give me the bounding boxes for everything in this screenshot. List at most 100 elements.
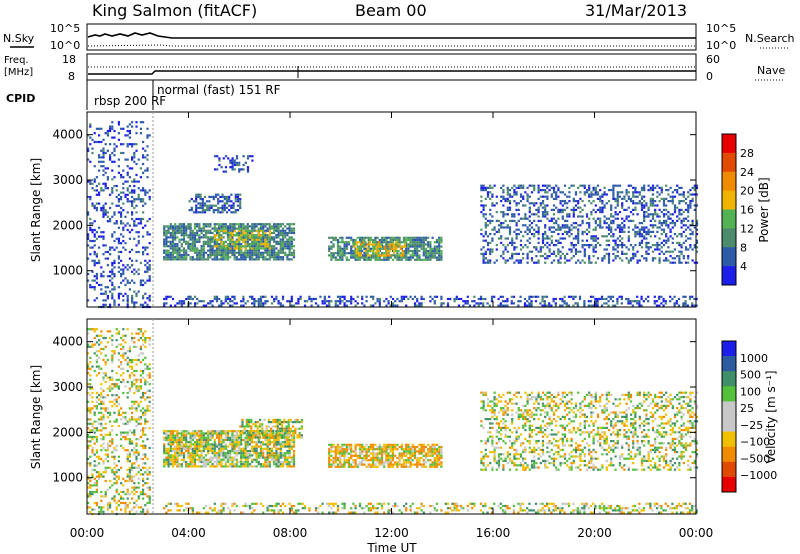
echo-cell xyxy=(422,247,425,250)
echo-cell xyxy=(360,252,363,255)
echo-cell xyxy=(270,253,274,257)
echo-cell xyxy=(180,229,183,232)
echo-cell xyxy=(279,245,282,248)
echo-cell xyxy=(471,300,474,303)
echo-cell xyxy=(224,227,227,230)
echo-cell xyxy=(264,232,267,235)
echo-cell xyxy=(111,376,114,379)
echo-cell xyxy=(89,356,92,359)
echo-cell xyxy=(171,242,175,246)
echo-cell xyxy=(431,247,434,250)
echo-cell xyxy=(239,198,242,201)
echo-cell xyxy=(246,256,249,259)
echo-cell xyxy=(106,250,109,254)
echo-cell xyxy=(673,206,677,209)
echo-cell xyxy=(684,239,688,242)
echo-cell xyxy=(358,236,362,239)
echo-cell xyxy=(122,187,125,190)
echo-cell xyxy=(207,240,210,243)
echo-cell xyxy=(180,441,183,444)
echo-cell xyxy=(259,245,263,248)
echo-cell xyxy=(189,223,192,226)
echo-cell xyxy=(363,304,366,307)
echo-cell xyxy=(645,215,648,218)
echo-cell xyxy=(541,237,545,240)
echo-cell xyxy=(484,224,487,227)
echo-cell xyxy=(510,295,513,298)
echo-cell xyxy=(508,226,512,229)
echo-cell xyxy=(111,343,114,346)
echo-cell xyxy=(193,223,197,226)
echo-cell xyxy=(248,258,252,261)
echo-cell xyxy=(142,477,145,480)
echo-cell xyxy=(583,191,586,194)
echo-cell xyxy=(102,169,105,172)
echo-cell xyxy=(371,250,374,253)
echo-cell xyxy=(246,229,250,233)
echo-cell xyxy=(124,449,127,452)
echo-cell xyxy=(115,372,118,375)
echo-cell xyxy=(409,236,412,239)
echo-cell xyxy=(360,247,363,250)
echo-cell xyxy=(266,240,269,244)
echo-cell xyxy=(200,251,203,254)
echo-cell xyxy=(479,297,483,301)
echo-cell xyxy=(377,243,380,246)
echo-cell xyxy=(225,198,229,201)
echo-cell xyxy=(208,206,211,209)
echo-cell xyxy=(508,233,512,236)
echo-cell xyxy=(411,241,414,244)
echo-cell xyxy=(352,252,355,255)
echo-cell xyxy=(530,300,533,303)
echo-cell xyxy=(673,257,677,260)
echo-cell xyxy=(133,429,136,432)
echo-cell xyxy=(242,256,245,259)
echo-cell xyxy=(176,247,179,250)
echo-cell xyxy=(203,202,207,205)
echo-cell xyxy=(189,297,192,301)
echo-cell xyxy=(131,299,134,302)
echo-cell xyxy=(233,245,236,248)
echo-cell xyxy=(675,300,678,303)
echo-cell xyxy=(126,158,129,161)
echo-cell xyxy=(561,224,564,227)
echo-cell xyxy=(182,445,186,448)
echo-cell xyxy=(281,234,285,237)
echo-cell xyxy=(489,197,492,200)
echo-cell xyxy=(563,219,567,222)
echo-cell xyxy=(559,226,562,229)
echo-cell xyxy=(146,495,149,498)
echo-cell xyxy=(113,394,116,397)
echo-cell xyxy=(612,246,615,249)
echo-cell xyxy=(113,477,116,480)
echo-cell xyxy=(662,230,666,233)
echo-cell xyxy=(171,236,175,239)
echo-cell xyxy=(131,156,134,159)
echo-cell xyxy=(292,256,296,259)
echo-cell xyxy=(676,219,679,222)
echo-cell xyxy=(111,424,114,428)
echo-cell xyxy=(665,204,668,207)
echo-cell xyxy=(596,184,600,187)
echo-cell xyxy=(235,157,239,160)
echo-cell xyxy=(146,191,149,194)
echo-cell xyxy=(178,452,181,455)
echo-cell xyxy=(395,243,398,246)
echo-cell xyxy=(122,490,125,494)
echo-cell xyxy=(148,297,151,300)
echo-cell xyxy=(431,254,434,257)
echo-cell xyxy=(583,255,586,258)
echo-cell xyxy=(373,243,376,246)
echo-cell xyxy=(244,238,247,241)
echo-cell xyxy=(257,247,261,250)
echo-cell xyxy=(171,234,175,237)
echo-cell xyxy=(106,455,109,458)
echo-cell xyxy=(203,204,207,207)
echo-cell xyxy=(176,436,179,439)
echo-cell xyxy=(122,127,125,130)
echo-cell xyxy=(237,231,241,235)
echo-cell xyxy=(292,238,296,241)
echo-cell xyxy=(489,261,492,264)
echo-cell xyxy=(601,226,604,229)
echo-cell xyxy=(209,253,212,257)
